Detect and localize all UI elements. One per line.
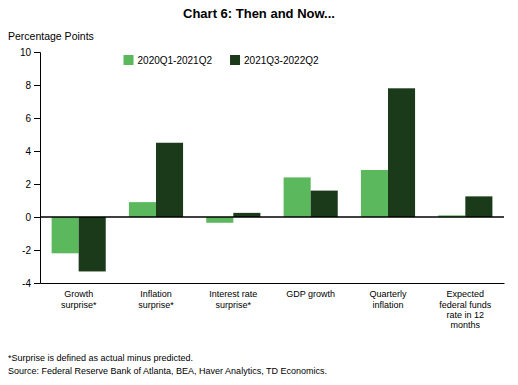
- x-tick: GDP growth: [286, 289, 335, 299]
- bar-series: [79, 88, 493, 271]
- x-tick-label: Quarterlyinflation: [369, 289, 407, 309]
- y-tick: 8: [25, 80, 40, 91]
- y-tick-mark: [34, 151, 40, 152]
- title: Chart 6: Then and Now...: [183, 6, 335, 21]
- x-tick: Quarterlyinflation: [369, 289, 407, 309]
- plot: -4 -2 0 2 4 6 8 10 Growthsurprise* Inflationsurpr…: [20, 47, 505, 331]
- bar: [361, 170, 388, 217]
- x-tick: Expectedfederal fundsrate in 12months: [439, 289, 492, 330]
- y-tick-mark: [34, 217, 40, 218]
- legend-label: 2021Q3-2022Q2: [244, 55, 319, 66]
- x-tick-label: GDP growth: [286, 289, 335, 299]
- legend-item: 2021Q3-2022Q2: [230, 55, 319, 66]
- y-tick: 6: [25, 113, 40, 124]
- x-tick-label: Growthsurprise*: [61, 289, 97, 309]
- y-tick-mark: [34, 52, 40, 53]
- footnote: *Surprise is defined as actual minus pre…: [8, 353, 193, 363]
- bar: [52, 217, 79, 253]
- y-tick-label: 4: [25, 146, 31, 157]
- bar: [465, 196, 492, 217]
- y-tick-mark: [34, 118, 40, 119]
- y-tick-mark: [34, 184, 40, 185]
- zero-line: [40, 216, 504, 218]
- y-tick-label: 2: [25, 179, 31, 190]
- x-tick-label: Inflationsurprise*: [138, 289, 174, 309]
- y-tick-label: 0: [25, 212, 31, 223]
- y-tick-mark: [34, 283, 40, 284]
- bar: [129, 202, 156, 217]
- chart: -4 -2 0 2 4 6 8 10 Growthsurprise* Inflationsurpr…: [0, 0, 518, 385]
- y-tick: 0: [25, 212, 40, 223]
- bar: [311, 191, 338, 217]
- legend: 2020Q1-2021Q2 2021Q3-2022Q2: [124, 55, 319, 66]
- y-axis-line: [34, 53, 41, 284]
- legend-label: 2020Q1-2021Q2: [138, 55, 213, 66]
- bar: [79, 217, 106, 271]
- x-tick: Inflationsurprise*: [138, 289, 174, 309]
- legend-swatch: [124, 55, 134, 65]
- y-tick: 4: [25, 146, 40, 157]
- y-axis-title: Percentage Points: [8, 30, 94, 42]
- x-tick: Interest ratesurprise*: [209, 289, 257, 309]
- bar: [156, 143, 183, 217]
- y-tick: -2: [22, 245, 40, 256]
- y-tick: 2: [25, 179, 40, 190]
- y-tick-mark: [34, 250, 40, 251]
- bar: [388, 88, 415, 217]
- x-tick: Growthsurprise*: [61, 289, 97, 309]
- x-tick-label: Expectedfederal fundsrate in 12months: [439, 289, 492, 330]
- legend-swatch: [230, 55, 240, 65]
- legend-item: 2020Q1-2021Q2: [124, 55, 213, 66]
- y-tick: 10: [20, 47, 40, 58]
- y-tick-label: 6: [25, 113, 31, 124]
- y-tick-label: -2: [22, 245, 31, 256]
- x-tick-label: Interest ratesurprise*: [209, 289, 257, 309]
- y-tick-label: -4: [22, 278, 31, 289]
- footnote: Source: Federal Reserve Bank of Atlanta,…: [8, 366, 327, 376]
- y-tick: -4: [22, 278, 40, 289]
- bar: [206, 217, 233, 223]
- y-tick-mark: [34, 85, 40, 86]
- bars: [52, 88, 493, 271]
- y-tick-label: 8: [25, 80, 31, 91]
- x-axis: Growthsurprise* Inflationsurprise* Interes…: [41, 284, 505, 331]
- bar: [284, 177, 311, 217]
- y-tick-label: 10: [20, 47, 32, 58]
- x-axis-line: [41, 283, 505, 284]
- y-axis: -4 -2 0 2 4 6 8 10: [20, 47, 41, 289]
